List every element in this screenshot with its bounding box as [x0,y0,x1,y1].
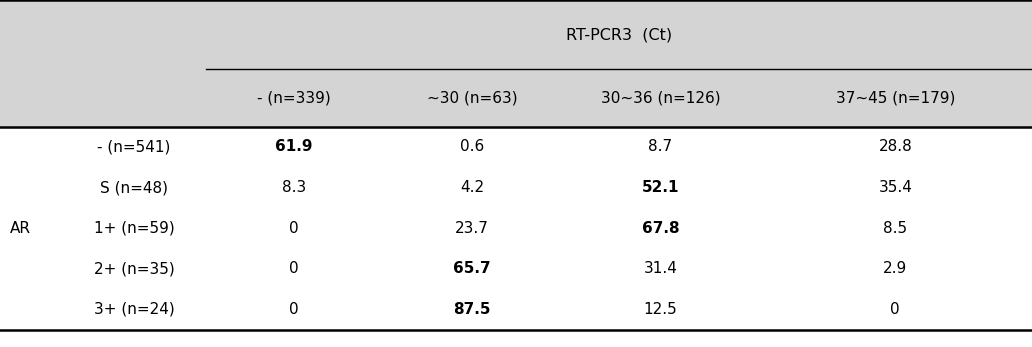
Text: 28.8: 28.8 [878,139,912,154]
Text: 87.5: 87.5 [453,302,491,317]
Text: 37~45 (n=179): 37~45 (n=179) [836,91,955,105]
Text: 61.9: 61.9 [276,139,313,154]
Bar [0,0,1032,127]
Text: 52.1: 52.1 [642,180,679,195]
Text: - (n=541): - (n=541) [97,139,171,154]
Text: ~30 (n=63): ~30 (n=63) [427,91,517,105]
Text: 0: 0 [289,221,299,236]
Text: 1+ (n=59): 1+ (n=59) [94,221,174,236]
Text: 2+ (n=35): 2+ (n=35) [94,261,174,276]
Text: 35.4: 35.4 [878,180,912,195]
Text: 8.7: 8.7 [648,139,673,154]
Text: 0.6: 0.6 [460,139,484,154]
Text: 3+ (n=24): 3+ (n=24) [94,302,174,317]
Text: 8.3: 8.3 [282,180,307,195]
Text: 23.7: 23.7 [455,221,489,236]
Text: AR: AR [10,221,31,236]
Text: 12.5: 12.5 [644,302,677,317]
Text: S (n=48): S (n=48) [100,180,168,195]
Text: - (n=339): - (n=339) [257,91,331,105]
Text: 30~36 (n=126): 30~36 (n=126) [601,91,720,105]
Text: 67.8: 67.8 [642,221,679,236]
Text: 65.7: 65.7 [453,261,491,276]
Text: RT-PCR3  (Ct): RT-PCR3 (Ct) [567,27,672,42]
Text: 0: 0 [289,302,299,317]
Text: 8.5: 8.5 [883,221,907,236]
Text: 0: 0 [891,302,900,317]
Text: 31.4: 31.4 [644,261,677,276]
Text: 0: 0 [289,261,299,276]
Text: 4.2: 4.2 [460,180,484,195]
Text: 2.9: 2.9 [883,261,907,276]
